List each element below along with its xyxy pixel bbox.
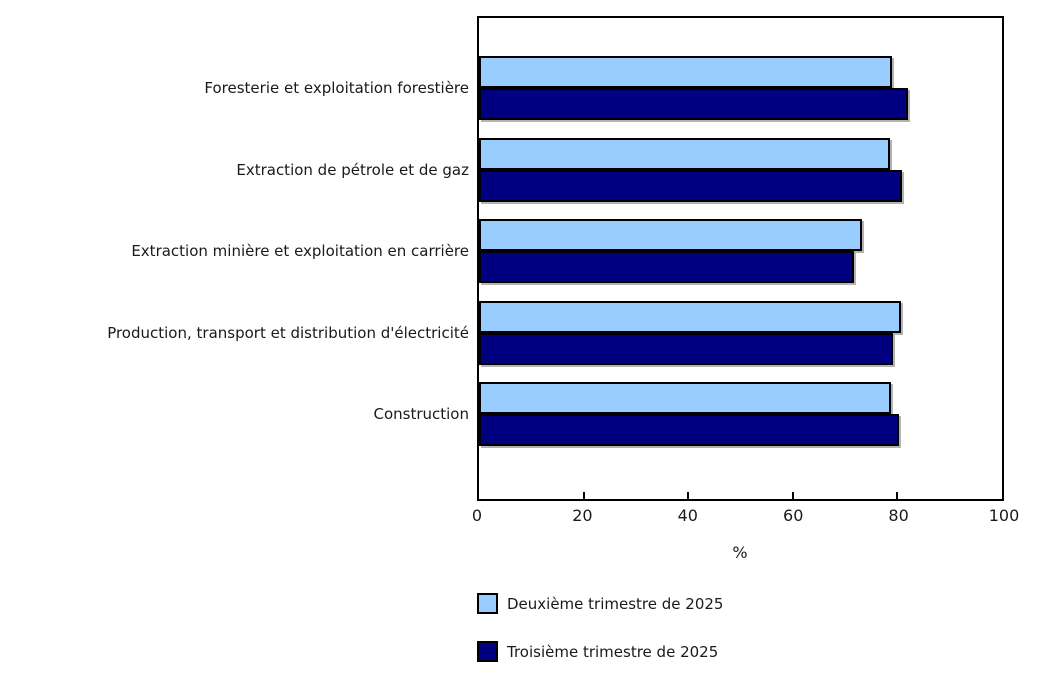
bar-series-1-cat-5 (479, 382, 891, 414)
bar-series-1-cat-2 (479, 137, 890, 170)
x-tick-label: 0 (471, 506, 483, 525)
bar-series-1-cat-3 (479, 219, 862, 251)
x-tick (896, 492, 898, 499)
bar-series-2-cat-1 (479, 88, 908, 120)
bar-series-2-cat-4 (479, 332, 893, 365)
legend: Deuxième trimestre de 2025 Troisième trim… (477, 593, 723, 681)
legend-item-2: Troisième trimestre de 2025 (477, 641, 723, 662)
bar-series-2-cat-3 (479, 251, 854, 283)
bar-series-2-cat-2 (479, 169, 902, 202)
legend-label: Troisième trimestre de 2025 (507, 642, 719, 661)
legend-label: Deuxième trimestre de 2025 (507, 594, 724, 613)
bar-series-1-cat-4 (479, 300, 901, 333)
bar-series-1-cat-1 (479, 56, 892, 88)
x-tick (687, 492, 689, 499)
x-tick (792, 492, 794, 499)
category-label: Extraction de pétrole et de gaz (236, 160, 469, 179)
x-tick (583, 492, 585, 499)
x-tick-label: 60 (783, 506, 804, 525)
plot-area (477, 16, 1004, 501)
category-label: Extraction minière et exploitation en ca… (131, 242, 469, 260)
x-tick-label: 80 (888, 506, 909, 525)
x-tick-label: 20 (572, 506, 593, 525)
x-axis-label: % (732, 543, 748, 562)
x-tick-label: 40 (677, 506, 698, 525)
x-tick-label: 100 (988, 506, 1020, 525)
bar-series-2-cat-5 (479, 414, 899, 446)
category-label: Production, transport et distribution d'… (107, 323, 469, 342)
category-label: Foresterie et exploitation forestière (204, 79, 469, 97)
category-label: Construction (373, 405, 469, 423)
legend-swatch (477, 593, 498, 614)
legend-swatch (477, 641, 498, 662)
legend-item-1: Deuxième trimestre de 2025 (477, 593, 723, 614)
